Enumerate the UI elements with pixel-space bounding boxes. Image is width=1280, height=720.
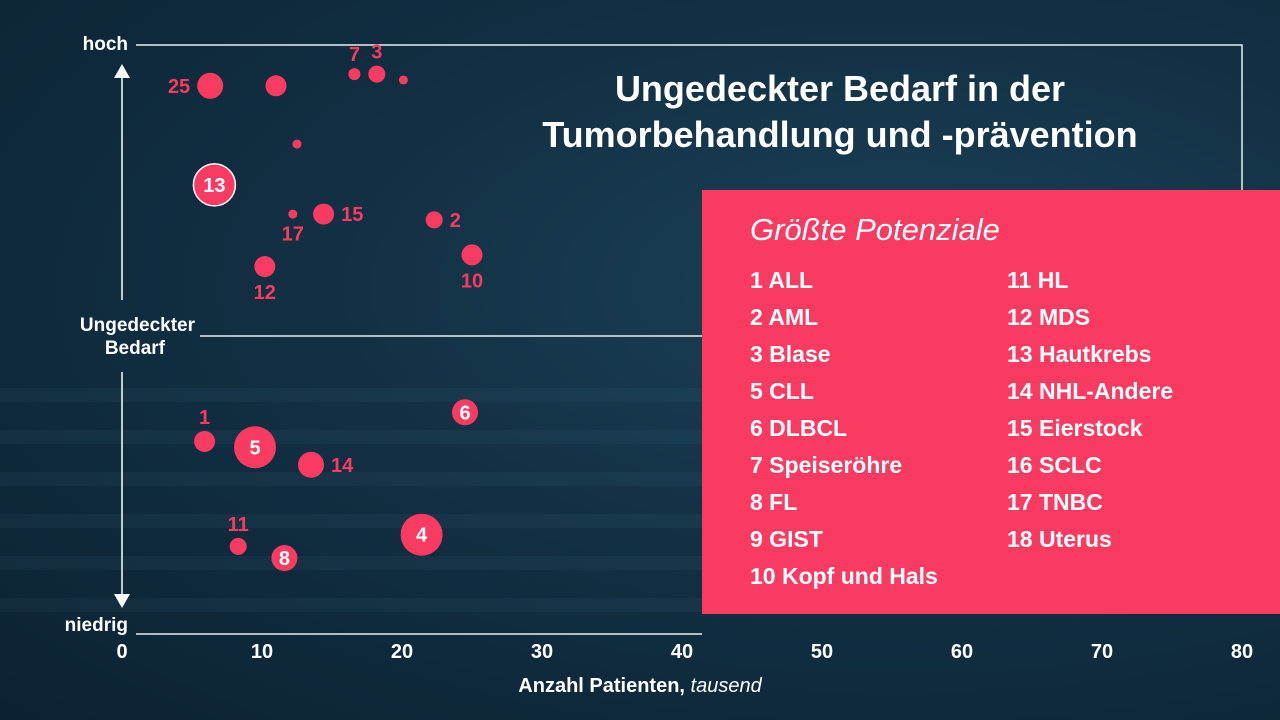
y-axis-title-line-1: Ungedeckter: [79, 315, 195, 336]
x-axis-title-main: Anzahl Patienten,: [518, 675, 685, 697]
bubble-label: 15: [341, 204, 363, 226]
bubble-point: [368, 65, 386, 83]
bubble-point: [398, 75, 408, 85]
chart-title-line-1: Ungedeckter Bedarf in der: [614, 68, 1066, 109]
legend-item: 17 TNBC: [1007, 489, 1103, 515]
legend-item: 7 Speiseröhre: [750, 452, 903, 478]
bubble-point: [229, 537, 247, 555]
bubble-label: 25: [168, 76, 190, 98]
y-arrow-down-head: [114, 594, 130, 608]
legend-item: 3 Blase: [750, 341, 831, 367]
x-tick-label: 20: [391, 641, 413, 663]
y-axis-title-line-2: Bedarf: [104, 338, 165, 359]
legend-item: 12 MDS: [1007, 304, 1091, 330]
bubble-label: 11: [228, 514, 249, 536]
legend-item: 11 HL: [1007, 267, 1069, 293]
bubble-point: [292, 139, 302, 149]
bubble-point: [197, 72, 224, 99]
chart-title: Ungedeckter Bedarf in der Tumorbehandlun…: [480, 66, 1200, 158]
x-axis-title-unit: tausend: [690, 675, 762, 697]
bubble-label: 13: [203, 175, 225, 197]
legend-item: 8 FL: [750, 489, 798, 515]
bubble-label: 1: [199, 407, 210, 429]
bubble-point: [348, 68, 361, 81]
bubble-label: 8: [279, 548, 290, 570]
legend-item: 16 SCLC: [1007, 452, 1102, 478]
x-tick-label: 80: [1231, 641, 1253, 663]
bubble-point: [400, 513, 443, 556]
bubble-point: [271, 545, 298, 572]
legend-item: 1 ALL: [750, 267, 814, 293]
y-axis-bottom-label: niedrig: [64, 615, 128, 636]
bubble-label: 4: [416, 525, 428, 547]
legend-item: 18 Uterus: [1007, 526, 1112, 552]
bubble-point: [234, 426, 276, 469]
bubble-point: [265, 75, 287, 97]
x-tick-label: 60: [951, 641, 973, 663]
legend-item: 6 DLBCL: [750, 415, 848, 441]
legend-item: 15 Eierstock: [1007, 415, 1143, 441]
legend-item: 14 NHL-Andere: [1007, 378, 1174, 404]
bubble-point: [425, 211, 443, 229]
y-axis-top-label: hoch: [82, 34, 128, 55]
bubble-point: [192, 163, 237, 207]
x-tick-label: 30: [531, 641, 553, 663]
bubble-point: [288, 209, 298, 219]
bubble-label: 12: [254, 282, 276, 304]
bubble-point: [313, 203, 335, 225]
legend-item: 5 CLL: [750, 378, 814, 404]
bubble-label: 14: [331, 455, 354, 477]
x-tick-label: 0: [116, 641, 127, 663]
bubble-point: [194, 430, 216, 452]
legend-item: 2 AML: [750, 304, 819, 330]
top-frame-line: [136, 44, 1243, 190]
bubble-label: 17: [282, 224, 304, 246]
bubble-label: 10: [461, 270, 483, 292]
bubble-label: 5: [249, 437, 260, 459]
x-tick-label: 40: [671, 641, 693, 663]
bubble-point: [254, 256, 276, 278]
legend-title: Größte Potenziale: [750, 212, 1000, 247]
y-axis-title: Ungedeckter Bedarf: [20, 314, 195, 360]
bubble-label: 2: [450, 210, 461, 232]
legend-item: 9 GIST: [750, 526, 823, 552]
bubble-point: [461, 244, 483, 266]
x-tick-label: 70: [1091, 641, 1113, 663]
bubble-label: 6: [459, 402, 470, 424]
legend-item: 10 Kopf und Hals: [750, 563, 938, 589]
x-tick-label: 50: [811, 641, 833, 663]
bubble-label: 3: [371, 42, 382, 64]
legend-item: 13 Hautkrebs: [1007, 341, 1152, 367]
x-tick-label: 10: [251, 641, 273, 663]
x-axis-title: Anzahl Patienten, tausend: [0, 675, 1280, 698]
bubble-label: 7: [349, 44, 360, 66]
bubble-point: [298, 451, 324, 478]
y-arrow-up-head: [114, 64, 130, 78]
chart-title-line-2: Tumorbehandlung und -prävention: [542, 114, 1138, 155]
bubble-point: [452, 399, 478, 426]
legend-panel: Größte Potenziale 1 ALL 2 AML 3 Blase 5 …: [702, 190, 1280, 614]
legend-column-1: 1 ALL 2 AML 3 Blase 5 CLL 6 DLBCL 7 Spei…: [750, 262, 938, 595]
legend-column-2: 11 HL 12 MDS 13 Hautkrebs 14 NHL-Andere …: [1007, 262, 1173, 558]
